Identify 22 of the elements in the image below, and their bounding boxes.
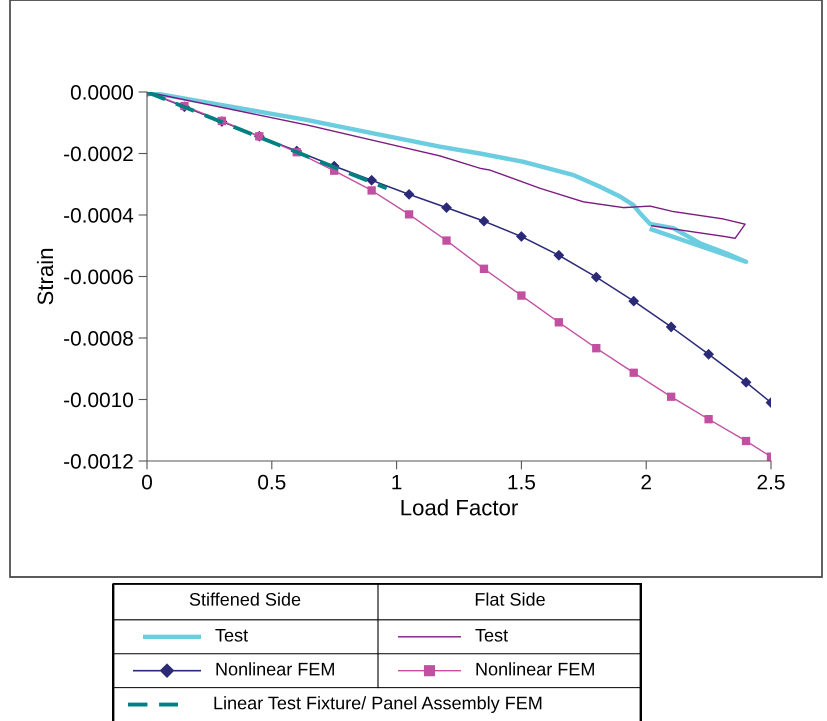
legend-label: Test — [475, 629, 508, 642]
legend-label: Linear Test Fixture/ Panel Assembly FEM — [214, 696, 542, 713]
y-tick-label: -0.0008 — [64, 331, 133, 346]
y-tick-label: 0.0000 — [70, 85, 133, 100]
y-tick-label: -0.0012 — [64, 454, 133, 469]
text: Stiffened Side — [190, 592, 300, 606]
y-tick-label: -0.0004 — [64, 208, 134, 223]
x-tick-label: 0 — [142, 474, 152, 490]
x-tick-label: 2.5 — [758, 474, 785, 490]
y-tick-label: -0.0010 — [64, 392, 133, 408]
legend-label: Test — [215, 629, 248, 642]
y-tick-label: -0.0006 — [64, 270, 133, 284]
y-tick-label: -0.0002 — [64, 146, 133, 162]
y-axis-title: Strain — [36, 248, 54, 305]
x-tick-label: 0.5 — [258, 474, 286, 490]
x-tick-label: 2 — [641, 474, 651, 490]
x-axis-title: Load Factor — [402, 499, 518, 516]
x-tick-label: 1 — [392, 474, 402, 490]
text: Flat Side — [476, 592, 545, 606]
legend-label: Nonlinear FEM — [476, 662, 594, 676]
legend-label: Nonlinear FEM — [216, 662, 334, 676]
x-tick-label: 1.5 — [508, 474, 536, 490]
